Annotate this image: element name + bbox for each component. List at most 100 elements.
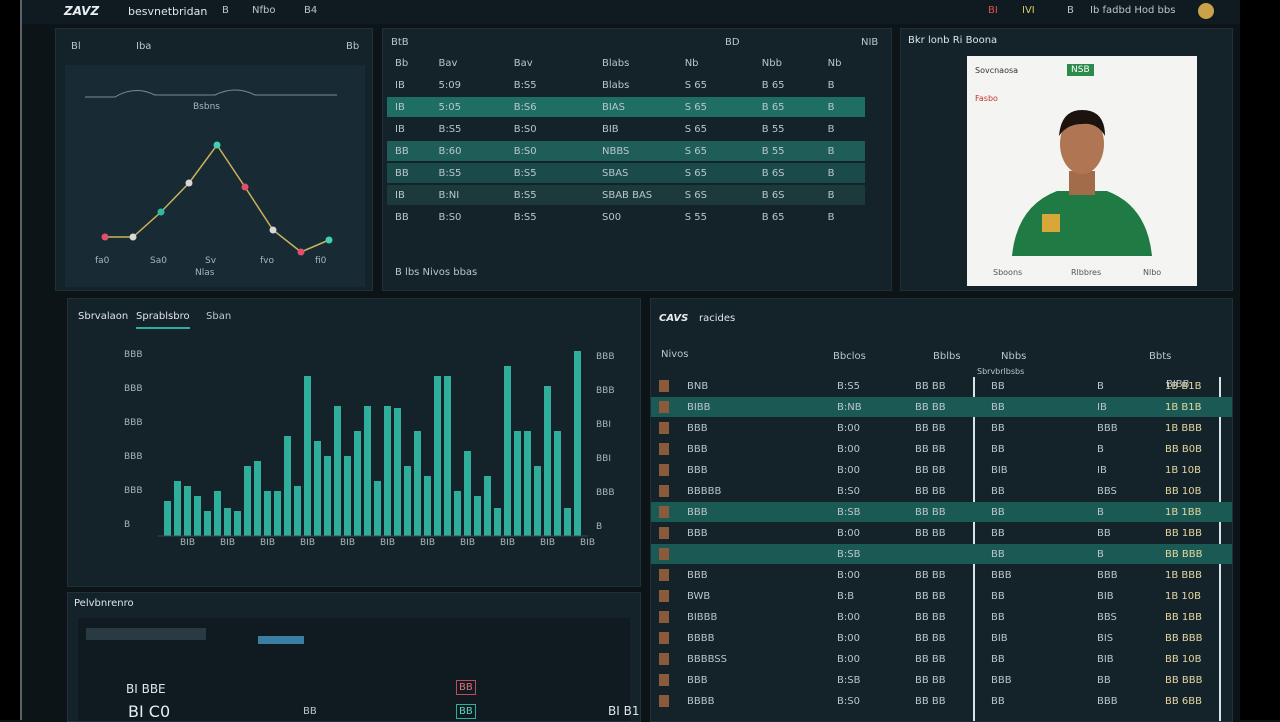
cell: BB xyxy=(1097,674,1111,686)
bar xyxy=(534,466,541,536)
axis-label: BBB xyxy=(124,452,143,462)
cell: BB xyxy=(395,145,409,157)
cell: BB BBB xyxy=(1165,548,1203,560)
cell: BB xyxy=(991,401,1005,413)
score-panel: Pelvbnrenro BI BBE BI C0 BB BB BB BI B1 xyxy=(67,592,641,722)
table-row: IB B:S5 B:S0 BIB S 65 B 55 B xyxy=(387,119,865,139)
tab[interactable]: Sban xyxy=(206,311,232,322)
roster-row: BBB B:00 BB BB BB B BB B0B xyxy=(651,439,1232,459)
row-icon xyxy=(659,590,669,602)
cell: B xyxy=(1097,443,1104,455)
cell: BB BB xyxy=(915,569,946,581)
user-label[interactable]: Ib fadbd Hod bbs xyxy=(1090,5,1176,16)
tab[interactable]: Nfbo xyxy=(252,5,276,16)
axis-label: B xyxy=(596,522,602,532)
cell: B xyxy=(827,101,835,113)
roster-row: BBB B:00 BB BB BB BB BB 1BB xyxy=(651,523,1232,543)
card-footer: Nlbo xyxy=(1143,268,1162,277)
bar xyxy=(224,508,231,536)
cell: 1B BBB xyxy=(1165,569,1202,581)
cell: B:S5 xyxy=(438,167,462,179)
tab[interactable]: Iba xyxy=(136,41,152,52)
tab[interactable]: B4 xyxy=(304,5,318,16)
score-box: BI BBE BI C0 BB BB BB BI B1 xyxy=(78,618,639,721)
cell: BB B0B xyxy=(1165,443,1202,455)
tab[interactable]: Bb xyxy=(346,41,360,52)
cell: B:S5 xyxy=(513,211,537,223)
row-icon xyxy=(659,422,669,434)
cell: BB xyxy=(991,443,1005,455)
score-tile: BB xyxy=(456,680,476,695)
roster-row: BBBB B:00 BB BB BIB BIS BB BBB xyxy=(651,628,1232,648)
axis-label: BBB xyxy=(596,352,615,362)
cell: Bav xyxy=(438,57,458,69)
cell: BBS xyxy=(1097,485,1117,497)
card-footer: Sboons xyxy=(993,268,1023,277)
cell: BIB xyxy=(602,123,619,135)
axis-label: BBB xyxy=(124,418,143,428)
tab[interactable]: Sprablsbro xyxy=(136,311,190,329)
bar xyxy=(324,456,331,536)
cell: BB xyxy=(991,611,1005,623)
roster-row: BBB B:00 BB BB BB BBB 1B BBB xyxy=(651,418,1232,438)
cell: BBBBB xyxy=(687,485,722,497)
bar xyxy=(284,436,291,536)
cell: B:S5 xyxy=(438,123,462,135)
cell: BB BB xyxy=(915,464,946,476)
cell: BBB xyxy=(687,674,708,686)
tag: BD xyxy=(725,37,740,48)
cell: S00 xyxy=(602,211,622,223)
row-icon xyxy=(659,695,669,707)
row-icon xyxy=(659,611,669,623)
table-row: IB B:NI B:S5 SBAB BAS S 6S B 6S B xyxy=(387,185,865,205)
cell: B xyxy=(827,145,835,157)
cell: BB 10B xyxy=(1165,653,1202,665)
cell: BB xyxy=(1097,527,1111,539)
bar xyxy=(464,451,471,536)
roster-row: BBB B:00 BB BB BIB IB 1B 10B xyxy=(651,460,1232,480)
avatar[interactable] xyxy=(1198,3,1214,19)
logo: ZAVZ xyxy=(64,4,100,18)
badge: NSB xyxy=(1067,64,1094,76)
bars-panel: Sbrvalaon Sprablsbro Sban BBB BBB BBB BBB BB… xyxy=(67,298,641,587)
bar xyxy=(354,431,361,536)
cell: BB xyxy=(991,653,1005,665)
cell: 1B BBB xyxy=(1165,422,1202,434)
cell: BBB xyxy=(687,464,708,476)
bar xyxy=(544,386,551,536)
profile-card: Sovcnaosa NSB Fasbo Sboons Rlbbres Nlbo xyxy=(967,56,1197,286)
cell: BB BB xyxy=(915,422,946,434)
caption: Bsbns xyxy=(193,102,220,112)
cell: BBB xyxy=(687,569,708,581)
tab[interactable]: Sbrvalaon xyxy=(78,311,129,322)
card-footer: Rlbbres xyxy=(1071,268,1102,277)
top-bar: ZAVZ besvnetbridan B Nfbo B4 BI IVI B Ib… xyxy=(22,0,1240,24)
column: Bblbs xyxy=(933,351,961,362)
tab[interactable]: B xyxy=(222,5,229,16)
cell: Nbb xyxy=(761,57,782,69)
row-icon xyxy=(659,527,669,539)
cell: B xyxy=(827,211,835,223)
cell: BB BB xyxy=(915,590,946,602)
x-label: fi0 xyxy=(315,256,327,266)
axis-label: BBB xyxy=(124,486,143,496)
cell: B xyxy=(1097,380,1104,392)
cell: B 65 xyxy=(761,101,785,113)
row-icon xyxy=(659,506,669,518)
cell: NBBS xyxy=(602,145,630,157)
cell: BB xyxy=(991,506,1005,518)
cell: S 65 xyxy=(684,123,707,135)
cell: BB xyxy=(991,380,1005,392)
action[interactable]: NIB xyxy=(861,37,879,48)
cell: B:S0 xyxy=(837,485,860,497)
cell: Blabs xyxy=(602,79,630,91)
cell: BIAS xyxy=(602,101,625,113)
cell: B:00 xyxy=(837,443,860,455)
bar xyxy=(244,466,251,536)
cell: B xyxy=(827,189,835,201)
cell: BB BB xyxy=(915,653,946,665)
status: BI xyxy=(988,5,998,16)
bar xyxy=(404,466,411,536)
row-icon xyxy=(659,653,669,665)
tab[interactable]: Bl xyxy=(71,41,81,52)
